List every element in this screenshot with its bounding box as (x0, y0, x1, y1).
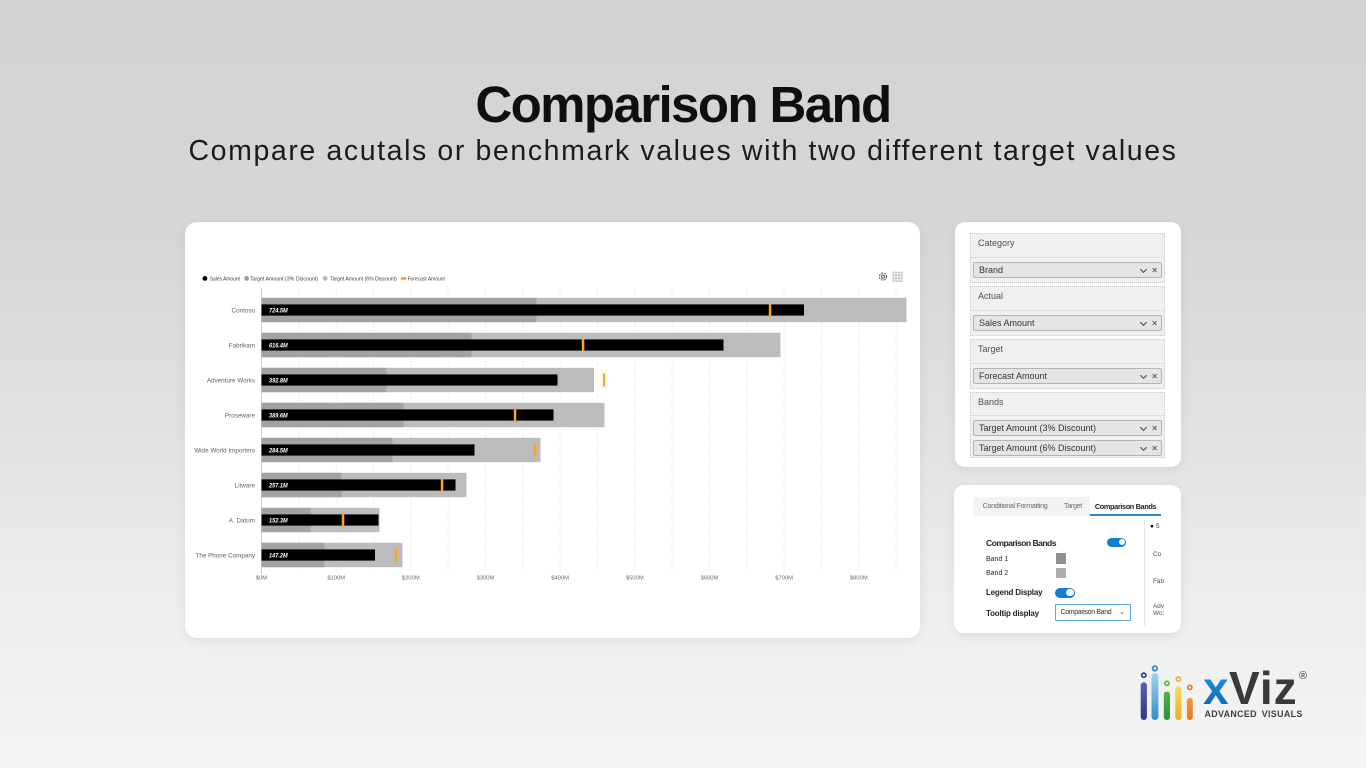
svg-text:Contoso: Contoso (232, 307, 256, 314)
svg-text:616.4M: 616.4M (269, 342, 288, 349)
svg-text:Adventure Works: Adventure Works (207, 377, 255, 384)
svg-text:Fabrikam: Fabrikam (229, 342, 255, 349)
svg-text:257.1M: 257.1M (268, 482, 288, 489)
svg-text:$200M: $200M (402, 575, 420, 581)
svg-text:The Phone Company: The Phone Company (195, 552, 255, 559)
svg-text:Target Amount (6% Discount): Target Amount (6% Discount) (330, 276, 397, 282)
svg-text:Litware: Litware (235, 482, 256, 489)
svg-text:$800M: $800M (850, 575, 868, 581)
svg-text:®: ® (1299, 670, 1307, 682)
svg-text:$600M: $600M (701, 575, 719, 581)
svg-text:ADVANCED VISUALS: ADVANCED VISUALS (1205, 709, 1303, 719)
svg-text:Target Amount (3% Discount): Target Amount (3% Discount) (250, 276, 318, 282)
svg-text:389.6M: 389.6M (269, 412, 288, 419)
svg-text:Viz: Viz (1229, 662, 1298, 714)
svg-text:$700M: $700M (775, 575, 793, 581)
svg-text:Sales Amount: Sales Amount (210, 276, 240, 282)
svg-text:$400M: $400M (551, 575, 569, 581)
svg-text:392.8M: 392.8M (269, 377, 288, 384)
svg-text:724.5M: 724.5M (269, 307, 288, 314)
svg-text:152.3M: 152.3M (269, 517, 288, 524)
svg-text:$100M: $100M (327, 575, 345, 581)
svg-text:$0M: $0M (256, 575, 267, 581)
svg-text:147.2M: 147.2M (269, 552, 288, 559)
svg-text:284.5M: 284.5M (268, 447, 288, 454)
svg-text:Forecast Amount: Forecast Amount (408, 276, 446, 282)
svg-text:A. Datum: A. Datum (229, 517, 255, 524)
svg-text:$300M: $300M (477, 575, 495, 581)
svg-text:Proseware: Proseware (225, 412, 256, 419)
svg-text:x: x (1203, 662, 1229, 714)
svg-text:Wide World Importers: Wide World Importers (194, 447, 255, 454)
svg-text:$500M: $500M (626, 575, 644, 581)
